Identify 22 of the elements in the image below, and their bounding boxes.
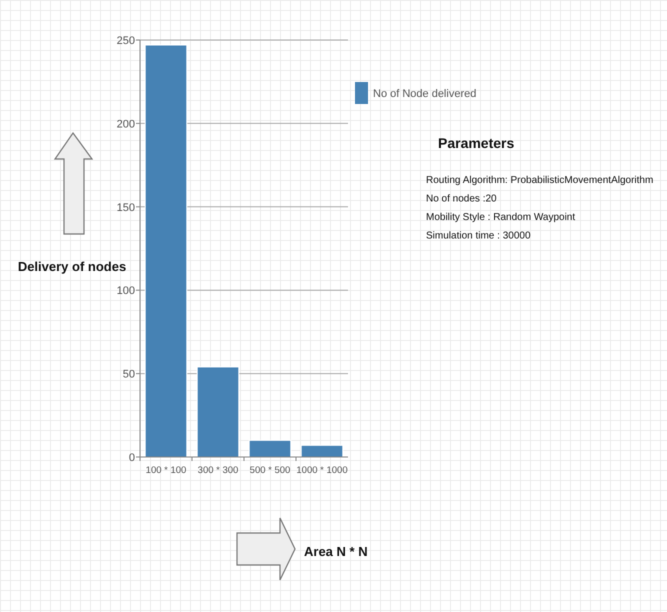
y-axis-title: Delivery of nodes <box>18 259 126 274</box>
x-tick-label: 500 * 500 <box>250 465 290 476</box>
bar <box>248 440 292 458</box>
y-tick-label: 200 <box>116 118 135 130</box>
y-tick-label: 100 <box>116 285 135 298</box>
y-tick-label: 150 <box>116 202 135 214</box>
text: Routing Algorithm: ProbabilisticMovementAlgorithm <box>426 175 654 186</box>
y-tick-label: 250 <box>116 35 135 47</box>
legend-label: No of Node delivered <box>373 88 476 100</box>
x-tick-label: 300 * 300 <box>198 465 238 476</box>
bar <box>196 366 240 458</box>
text: Parameters <box>438 135 514 151</box>
text: Simulation time : 30000 <box>426 230 531 242</box>
bar <box>300 444 344 458</box>
x-tick-label: 1000 * 1000 <box>296 465 348 476</box>
y-tick-label: 0 <box>128 452 135 464</box>
text: Area N * N <box>304 544 368 559</box>
bar <box>144 44 188 458</box>
x-tick-label: 100 * 100 <box>146 465 186 476</box>
text: Mobility Style : Random Waypoint <box>426 212 576 223</box>
y-tick-label: 50 <box>122 368 135 381</box>
text: No of nodes :20 <box>426 194 498 204</box>
